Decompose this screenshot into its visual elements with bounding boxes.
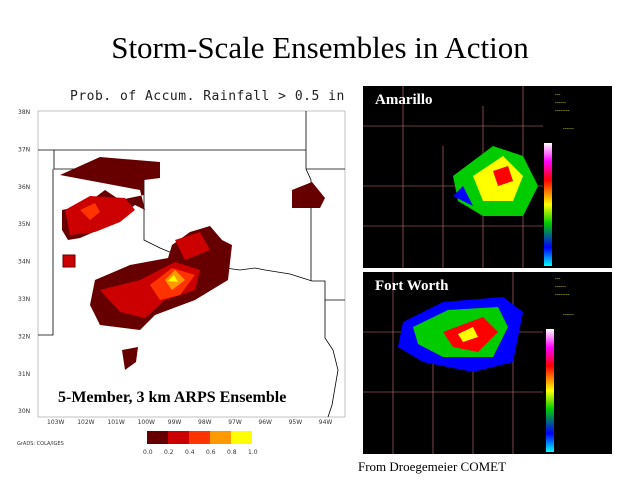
ensemble-label: 5-Member, 3 km ARPS Ensemble <box>58 389 287 406</box>
longitude-labels: 103W 102W 101W 100W 99W 98W 97W 96W 95W 94W <box>47 419 332 426</box>
map-title: Prob. of Accum. Rainfall > 0.5 in <box>70 89 345 104</box>
svg-text:------: ------ <box>555 100 566 106</box>
colorbar-swatch <box>147 431 168 444</box>
colorbar-tick: 0.2 <box>164 449 174 456</box>
latitude-labels: 38N 37N 36N 35N 34N 33N 32N 31N 30N <box>18 109 30 415</box>
credit-text: From Droegemeier COMET <box>358 459 507 474</box>
lon-label: 100W <box>138 419 155 426</box>
lat-label: 36N <box>18 184 30 191</box>
svg-text:------: ------ <box>563 312 574 318</box>
colorbar-tick: 0.0 <box>143 449 153 456</box>
colorbar-tick: 0.8 <box>227 449 237 456</box>
radar-panel-amarillo: --- ------ -------- ------ Amarillo <box>363 86 612 268</box>
radar-image: ----------------------- <box>363 86 574 268</box>
colorbar-tick: 0.6 <box>206 449 216 456</box>
colorbar-swatch <box>168 431 189 444</box>
lat-label: 31N <box>18 371 30 378</box>
svg-text:------: ------ <box>555 284 566 290</box>
colorbar-swatch <box>231 431 252 444</box>
grads-footer: GrADS: COLA/IGES <box>17 441 64 447</box>
lon-label: 99W <box>168 419 182 426</box>
lat-label: 38N <box>18 109 30 116</box>
lat-label: 34N <box>18 259 30 266</box>
lat-label: 32N <box>18 333 30 340</box>
lon-label: 103W <box>47 419 64 426</box>
colorbar-tick: 1.0 <box>248 449 258 456</box>
lat-label: 35N <box>18 221 30 228</box>
colorbar-swatch <box>210 431 231 444</box>
lon-label: 98W <box>198 419 212 426</box>
lat-label: 33N <box>18 296 30 303</box>
radar-image: ----------------------- <box>363 272 574 454</box>
colorbar-tick: 0.4 <box>185 449 195 456</box>
lon-label: 95W <box>289 419 303 426</box>
colorbar: 0.0 0.2 0.4 0.6 0.8 1.0 <box>143 431 258 456</box>
radar-panel-fort-worth: --- ------ -------- ------ Fort Worth <box>363 272 612 454</box>
radar-label: Fort Worth <box>375 278 449 294</box>
rainfall-probability-map: 38N 37N 36N 35N 34N 33N 32N 31N 30N 103W 102W 101W… <box>18 109 346 456</box>
radar-label: Amarillo <box>375 92 433 108</box>
lat-label: 30N <box>18 408 30 415</box>
lon-label: 97W <box>228 419 242 426</box>
lon-label: 101W <box>107 419 124 426</box>
svg-text:---: --- <box>555 276 561 282</box>
lon-label: 102W <box>77 419 94 426</box>
svg-text:--------: -------- <box>555 108 570 114</box>
lon-label: 96W <box>258 419 272 426</box>
svg-text:--------: -------- <box>555 292 570 298</box>
rainfall-areas <box>60 157 325 370</box>
lat-label: 37N <box>18 146 30 153</box>
svg-text:------: ------ <box>563 126 574 132</box>
slide-title: Storm-Scale Ensembles in Action <box>111 30 529 65</box>
svg-text:---: --- <box>555 92 561 98</box>
colorbar-swatch <box>189 431 210 444</box>
lon-label: 94W <box>319 419 333 426</box>
